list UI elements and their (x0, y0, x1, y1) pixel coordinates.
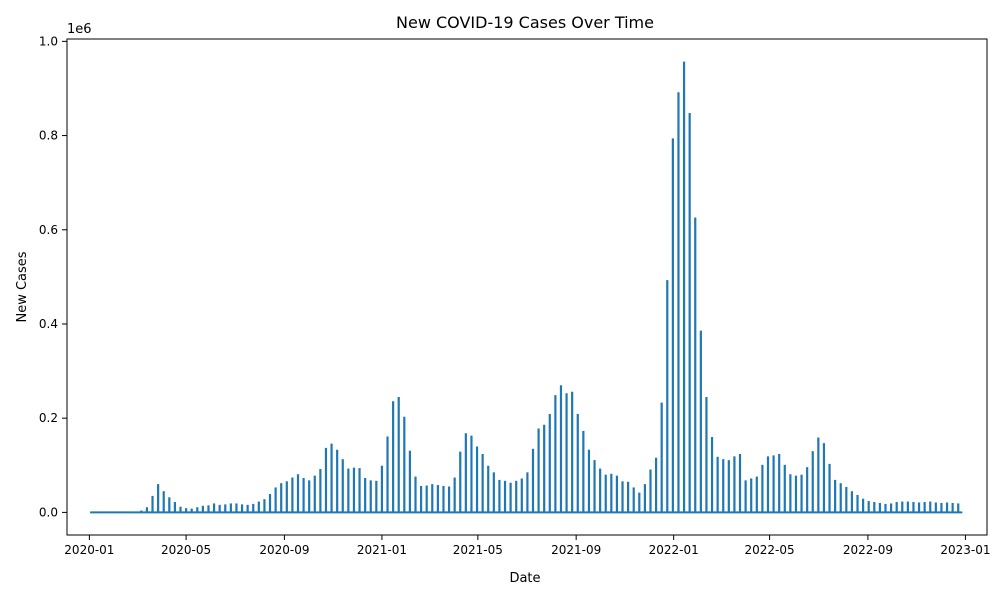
x-tick-label: 2020-05 (161, 543, 211, 557)
plot-frame (66, 38, 988, 536)
y-axis-scale-label: 1e6 (67, 22, 92, 37)
x-tick-label: 2022-09 (843, 543, 893, 557)
x-tick-label: 2023-01 (940, 543, 990, 557)
x-tick-label: 2022-01 (649, 543, 699, 557)
x-axis-ticks: 2020-01 2020-05 2020-09 2021-01 2021-05 2021-… (64, 535, 990, 557)
x-tick-label: 2021-05 (453, 543, 503, 557)
y-tick-label: 0.0 (39, 505, 58, 519)
x-axis-label: Date (509, 571, 540, 586)
series-group (89, 61, 963, 514)
plot-area: 2020-01 2020-05 2020-09 2021-01 2021-05 2021-… (39, 34, 991, 557)
y-tick-label: 0.2 (39, 411, 58, 425)
chart-title: New COVID-19 Cases Over Time (396, 13, 654, 32)
y-tick-label: 0.4 (39, 317, 58, 331)
y-axis-ticks: 0.0 0.2 0.4 0.6 0.8 1.0 (39, 34, 67, 519)
y-axis-label: New Cases (15, 251, 30, 322)
x-tick-label: 2022-05 (745, 543, 795, 557)
y-tick-label: 0.8 (39, 129, 58, 143)
x-tick-label: 2021-09 (551, 543, 601, 557)
x-tick-label: 2021-01 (357, 543, 407, 557)
x-tick-label: 2020-09 (259, 543, 309, 557)
y-tick-label: 0.6 (39, 223, 58, 237)
y-tick-label: 1.0 (39, 34, 58, 48)
x-tick-label: 2020-01 (64, 543, 114, 557)
